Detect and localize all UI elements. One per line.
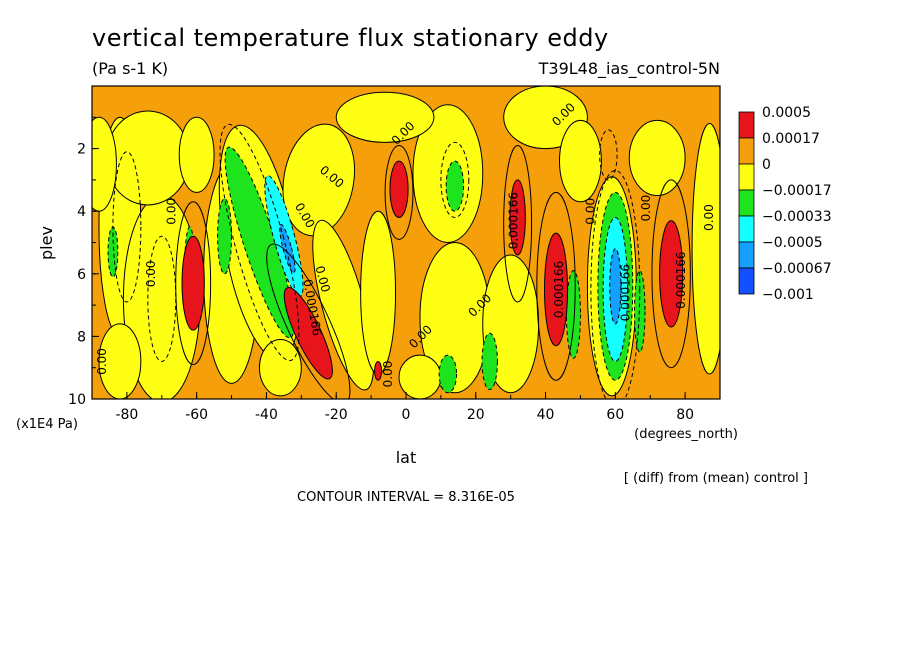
contour-label: 0.000166 [552, 261, 566, 318]
contour-line [440, 141, 470, 218]
contour-label: 0.000166 [507, 192, 521, 249]
legend-swatch [738, 241, 755, 269]
legend-swatch [738, 137, 755, 165]
contour-region [481, 332, 498, 391]
contour-region [335, 91, 435, 143]
x-tick-label: -80 [115, 407, 138, 423]
contour-line [503, 144, 533, 303]
x-tick-label: -20 [325, 407, 348, 423]
contour-label: 0.00 [165, 198, 179, 225]
legend-swatch [738, 163, 755, 191]
color-legend: 0.0005 0.00017 0 −0.00017 −0.00033 −0.0005 −0.… [738, 105, 832, 303]
y-tick-label: 6 [77, 267, 86, 283]
contour-region [691, 123, 720, 375]
units-label: (Pa s-1 K) [92, 59, 168, 78]
contour-region [105, 110, 191, 206]
y-tick-label: 8 [77, 329, 86, 345]
legend-label: −0.0005 [762, 235, 823, 251]
contour-region [283, 287, 333, 380]
contour-lines [112, 123, 691, 399]
contour-region [178, 116, 215, 193]
contour-line [266, 243, 351, 399]
legend-label: −0.001 [762, 287, 814, 303]
y-tick-label: 4 [77, 204, 86, 220]
contour-line [112, 151, 142, 303]
y-axis-label: plev [37, 226, 56, 260]
contour-region [445, 160, 465, 212]
contour-region [258, 339, 302, 397]
contour-label: 0.00 [583, 198, 597, 225]
legend-swatch [738, 111, 755, 139]
contour-region [360, 210, 397, 375]
diff-note: [ (diff) from (mean) control ] [624, 471, 808, 486]
contour-region [398, 354, 442, 399]
legend-label: 0 [762, 157, 771, 173]
legend-swatch [738, 215, 755, 243]
contour-region [282, 123, 356, 237]
plot-area: 0.000.000.00 0.000.000.000.000.000.000.00… [92, 86, 720, 399]
contour-region [438, 354, 458, 394]
contour-label: 0.000166 [674, 251, 688, 308]
contour-label: 0.00 [381, 361, 395, 388]
contour-label: 0.00 [639, 195, 653, 222]
x-axis: -80 -60 -40 -20 0 20 40 60 80 [91, 392, 721, 423]
contour-region [181, 235, 205, 331]
legend-label: −0.00067 [762, 261, 832, 277]
contour-line [536, 191, 576, 381]
y-tick-label: 10 [68, 392, 86, 408]
x-units-label: (degrees_north) [634, 427, 738, 442]
contour-line [651, 179, 691, 369]
contour-region [559, 119, 602, 203]
contour-label: 0.000166 [618, 264, 632, 321]
contour-label: 0.00 [95, 348, 109, 375]
x-tick-label: 20 [467, 407, 485, 423]
contour-region [217, 198, 233, 275]
x-tick-label: 0 [402, 407, 411, 423]
x-tick-label: 40 [537, 407, 555, 423]
contour-label: 0.00 [702, 204, 716, 231]
x-tick-label: 80 [676, 407, 694, 423]
contour-line [147, 235, 177, 362]
x-tick-label: 60 [606, 407, 624, 423]
contour-line [219, 123, 300, 362]
contour-line [599, 129, 618, 181]
contour-region [628, 119, 686, 197]
legend-label: 0.00017 [762, 131, 820, 147]
contour-region [659, 220, 684, 328]
contour-region [374, 360, 383, 381]
legend-swatch [738, 189, 755, 217]
contour-region [509, 179, 526, 256]
legend-label: 0.0005 [762, 105, 811, 121]
contour-label: 0.00 [144, 260, 158, 287]
contour-line [384, 144, 414, 240]
y-axis: 2 4 6 8 10 [68, 116, 99, 408]
chart-title: vertical temperature flux stationary edd… [92, 24, 609, 52]
legend-label: −0.00033 [762, 209, 832, 225]
contour-interval: CONTOUR INTERVAL = 8.316E-05 [297, 490, 515, 505]
x-tick-label: -60 [185, 407, 208, 423]
legend-label: −0.00017 [762, 183, 832, 199]
y-tick-label: 2 [77, 142, 86, 158]
contour-region [92, 116, 117, 212]
x-tick-label: -40 [255, 407, 278, 423]
y-units-label: (x1E4 Pa) [16, 417, 78, 432]
contour-line [590, 170, 641, 399]
run-label: T39L48_ias_control-5N [538, 59, 720, 79]
contour-region [544, 232, 569, 347]
contour-label: 0.00 [312, 264, 332, 293]
contour-region [98, 323, 142, 399]
contour-region [565, 270, 581, 359]
contour-region [389, 160, 409, 218]
contour-region [609, 248, 622, 325]
x-axis-label: lat [396, 448, 417, 467]
field-layer-4 [181, 160, 684, 381]
contour-line [175, 201, 212, 366]
legend-swatch [738, 267, 755, 295]
